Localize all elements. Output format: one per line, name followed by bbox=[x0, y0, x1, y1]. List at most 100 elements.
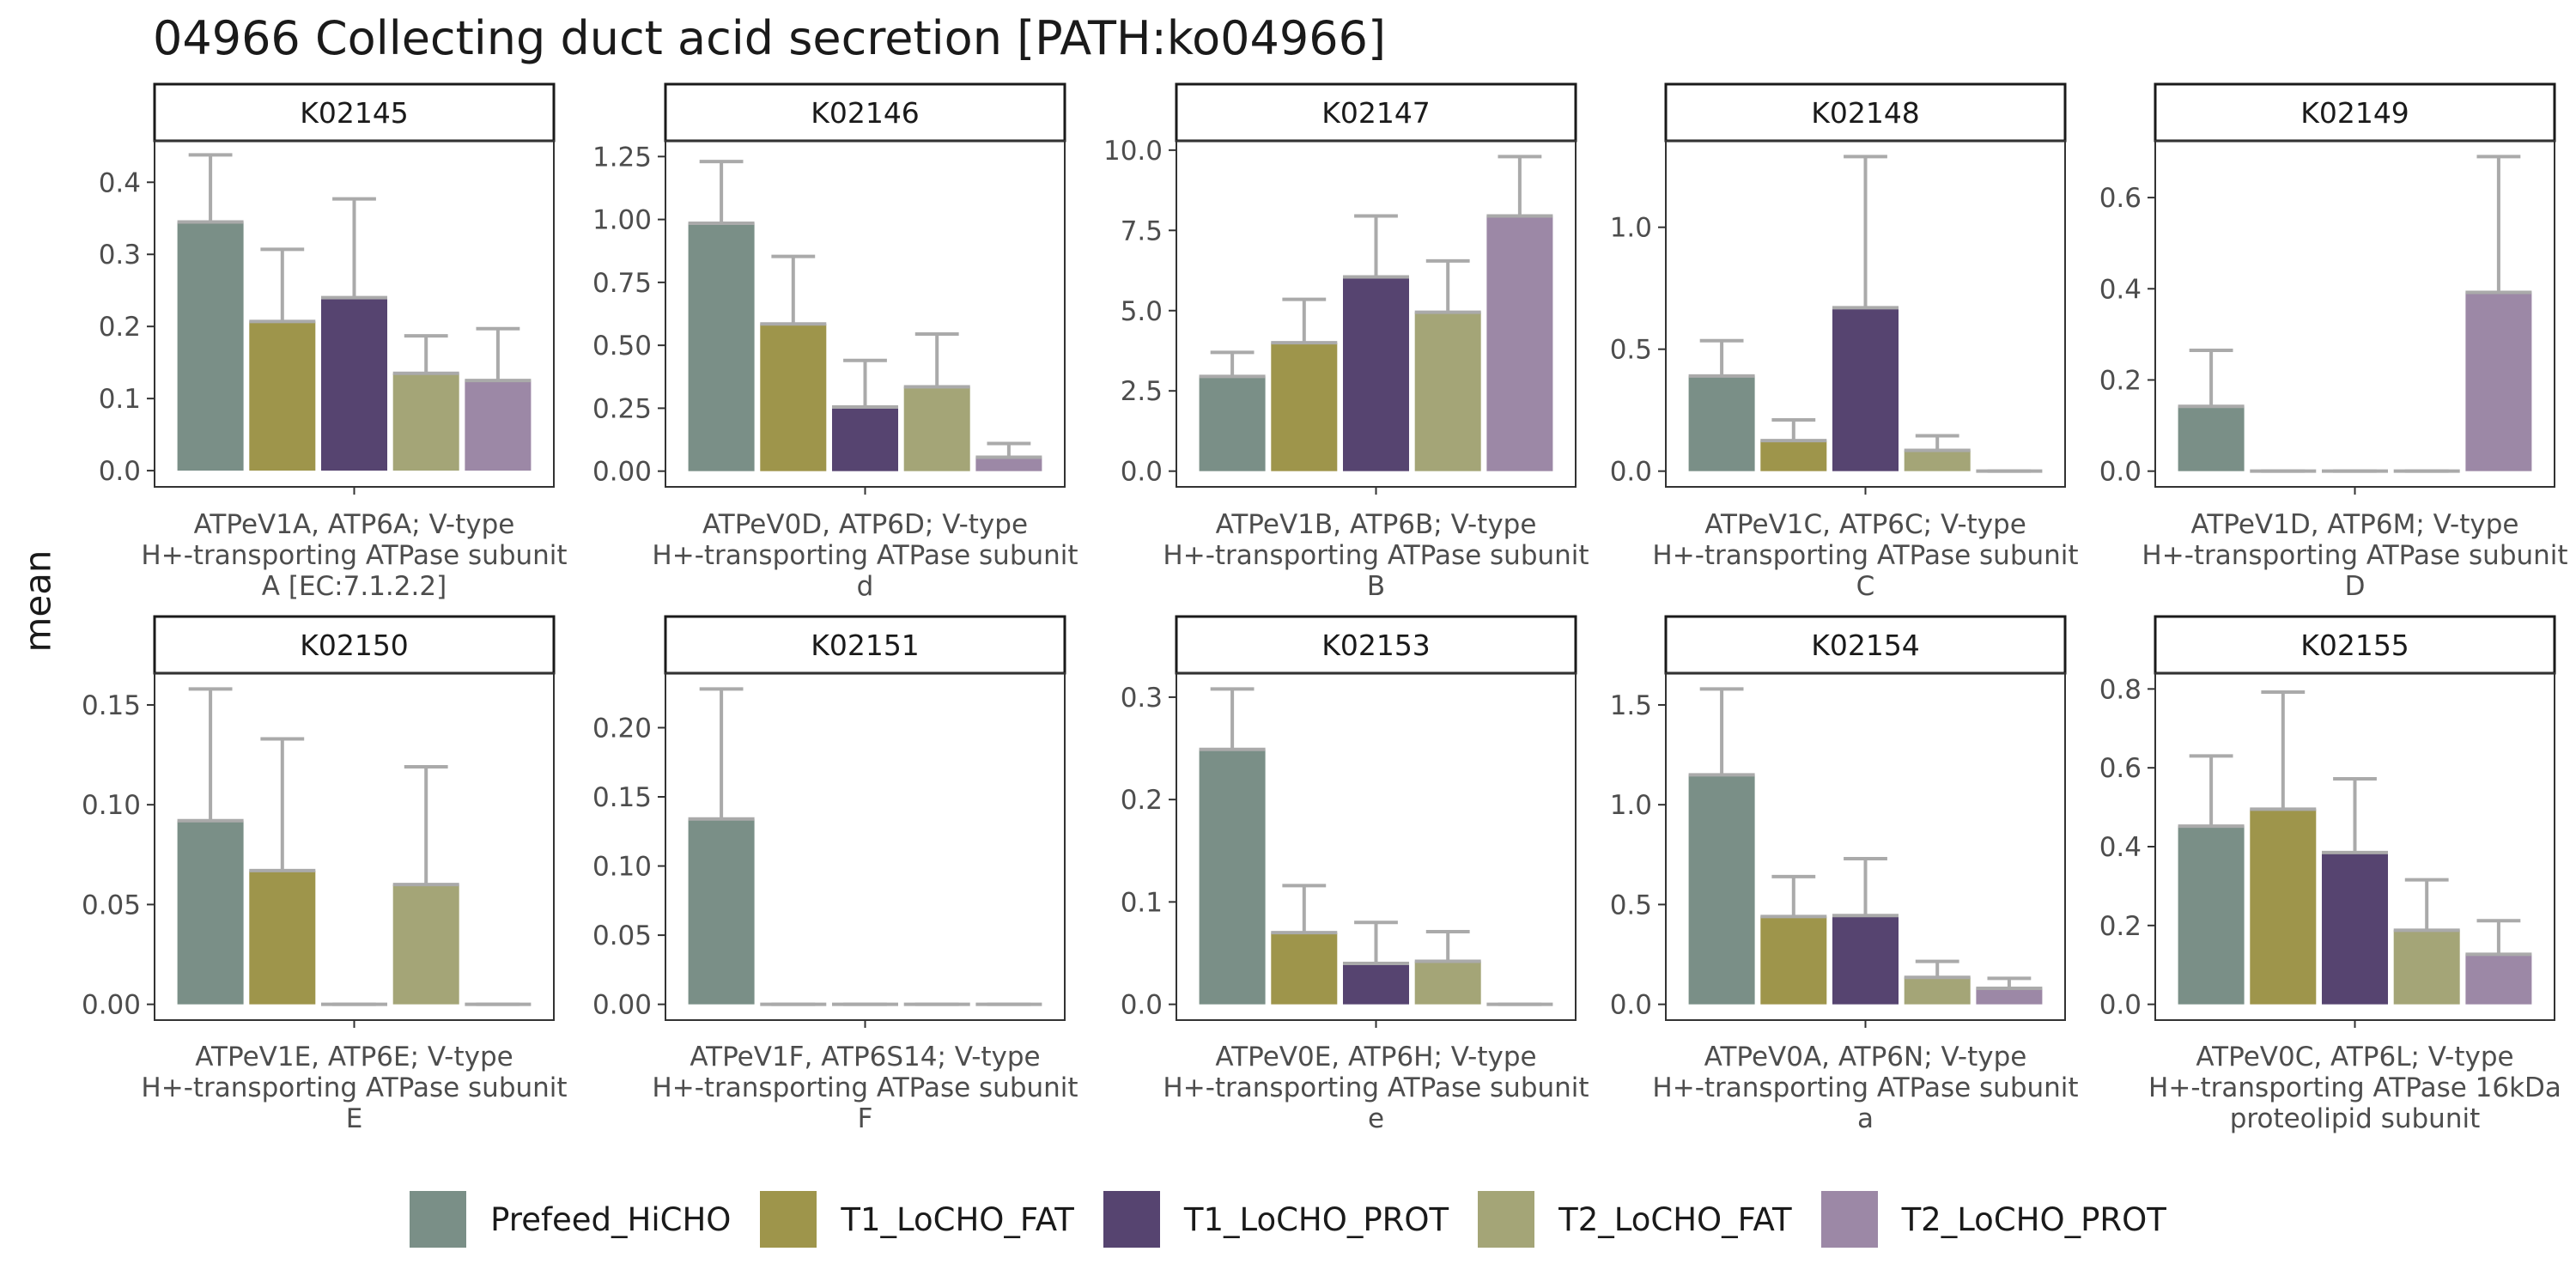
y-tick-label: 2.5 bbox=[1121, 376, 1163, 407]
facet-description-line: ATPeV1E, ATP6E; V-type bbox=[195, 1042, 513, 1072]
bar-T2_LoCHO_PROT bbox=[2465, 292, 2532, 471]
facet-description-line: ATPeV1F, ATP6S14; V-type bbox=[690, 1042, 1040, 1072]
legend-label: T1_LoCHO_FAT bbox=[841, 1200, 1074, 1238]
facet-description-line: ATPeV0A, ATP6N; V-type bbox=[1704, 1042, 2027, 1072]
bar-T2_LoCHO_FAT bbox=[392, 373, 459, 471]
y-tick-label: 1.25 bbox=[592, 142, 652, 173]
y-tick-label: 0.2 bbox=[2099, 365, 2142, 396]
y-tick-label: 0.00 bbox=[592, 990, 652, 1021]
facet-K02155: K02155 0.0 0.2 0.4 0.6 0.8 ATPeV0C, ATP6L; V-t… bbox=[2099, 615, 2561, 1134]
bar-T2_LoCHO_FAT bbox=[1904, 450, 1971, 471]
facet-description-line: a bbox=[1857, 1103, 1874, 1134]
y-tick-label: 0.6 bbox=[2099, 753, 2142, 784]
facet-K02154: K02154 0.0 0.5 1.0 1.5 ATPeV0A, ATP6N; V-type… bbox=[1610, 615, 2079, 1134]
bar-Prefeed_HiCHO bbox=[1199, 749, 1266, 1005]
y-tick-label: 0.50 bbox=[592, 331, 652, 361]
facet-description-line: H+-transporting ATPase subunit bbox=[1652, 1072, 2078, 1103]
legend-item: T2_LoCHO_PROT bbox=[1820, 1191, 2166, 1248]
facet-description-line: H+-transporting ATPase subunit bbox=[2142, 540, 2567, 571]
facet-description-line: H+-transporting ATPase subunit bbox=[1163, 1072, 1589, 1103]
facet-strip bbox=[1175, 82, 1577, 143]
facet-panels: K02145 0.0 0.1 0.2 0.3 0.4 ATPeV1A, ATP6A; V-t… bbox=[82, 82, 2568, 1134]
legend-key bbox=[760, 1191, 817, 1248]
facet-description-line: C bbox=[1856, 571, 1875, 602]
y-tick-label: 0.0 bbox=[2099, 990, 2142, 1021]
facet-description-line: proteolipid subunit bbox=[2230, 1103, 2481, 1134]
bar-T1_LoCHO_FAT bbox=[249, 321, 316, 471]
facet-description-line: F bbox=[858, 1103, 873, 1134]
bar-T2_LoCHO_FAT bbox=[903, 386, 970, 471]
facet-title: K02148 bbox=[1811, 96, 1920, 130]
facet-description-line: E bbox=[346, 1103, 363, 1134]
facet-description-line: ATPeV0D, ATP6D; V-type bbox=[702, 509, 1028, 540]
facet-strip bbox=[1664, 82, 2067, 143]
y-tick-label: 0.75 bbox=[592, 268, 652, 299]
facet-description-line: H+-transporting ATPase subunit bbox=[1163, 540, 1589, 571]
facet-K02150: K02150 0.00 0.05 0.10 0.15 ATPeV1E, ATP6E; V-… bbox=[82, 615, 568, 1134]
y-tick-label: 10.0 bbox=[1103, 136, 1163, 167]
y-tick-label: 0.0 bbox=[1121, 990, 1163, 1021]
facet-description-line: ATPeV1C, ATP6C; V-type bbox=[1704, 509, 2026, 540]
facet-title: K02153 bbox=[1321, 629, 1431, 662]
legend-label: T2_LoCHO_PROT bbox=[1901, 1200, 2166, 1238]
facet-K02146: K02146 0.00 0.25 0.50 0.75 1.00 1.25 ATPeV0D, A… bbox=[592, 82, 1078, 602]
bar-Prefeed_HiCHO bbox=[177, 820, 244, 1005]
facet-description-line: ATPeV0E, ATP6H; V-type bbox=[1215, 1042, 1536, 1072]
facet-title: K02154 bbox=[1811, 629, 1920, 662]
facet-strip bbox=[1664, 615, 2067, 675]
legend-key bbox=[1103, 1191, 1160, 1248]
facet-title: K02147 bbox=[1321, 96, 1431, 130]
legend-label: T2_LoCHO_FAT bbox=[1558, 1200, 1792, 1238]
bar-Prefeed_HiCHO bbox=[2178, 406, 2245, 471]
bar-Prefeed_HiCHO bbox=[1688, 775, 1755, 1005]
y-tick-label: 0.05 bbox=[592, 920, 652, 951]
y-tick-label: 0.1 bbox=[1121, 887, 1163, 918]
facet-strip bbox=[1175, 615, 1577, 675]
bar-T1_LoCHO_PROT bbox=[831, 406, 899, 471]
facet-title: K02149 bbox=[2300, 96, 2409, 130]
legend-item: Prefeed_HiCHO bbox=[410, 1191, 731, 1248]
y-tick-label: 0.5 bbox=[1610, 890, 1652, 920]
y-tick-label: 0.0 bbox=[1610, 457, 1652, 488]
facet-description-line: H+-transporting ATPase subunit bbox=[141, 1072, 567, 1103]
facet-description-line: H+-transporting ATPase subunit bbox=[652, 1072, 1078, 1103]
y-tick-label: 0.00 bbox=[592, 457, 652, 488]
legend-item: T1_LoCHO_PROT bbox=[1103, 1191, 1449, 1248]
legend-label: T1_LoCHO_PROT bbox=[1183, 1200, 1449, 1238]
facet-strip bbox=[2154, 615, 2556, 675]
facet-title: K02145 bbox=[300, 96, 409, 130]
bar-T1_LoCHO_FAT bbox=[1760, 440, 1827, 471]
y-tick-label: 0.2 bbox=[99, 312, 141, 343]
bar-T1_LoCHO_FAT bbox=[1760, 916, 1827, 1005]
y-tick-label: 0.2 bbox=[1121, 785, 1163, 816]
y-tick-label: 0.2 bbox=[2099, 911, 2142, 942]
bar-T1_LoCHO_PROT bbox=[1832, 915, 1899, 1005]
bar-T2_LoCHO_PROT bbox=[975, 457, 1042, 471]
legend-key bbox=[410, 1191, 467, 1248]
y-tick-label: 0.0 bbox=[1610, 990, 1652, 1021]
facet-title: K02150 bbox=[300, 629, 409, 662]
bar-T1_LoCHO_PROT bbox=[1342, 963, 1410, 1005]
facet-K02147: K02147 0.0 2.5 5.0 7.5 10.0 ATPeV1B, ATP6B; V-… bbox=[1103, 82, 1589, 602]
y-tick-label: 0.15 bbox=[592, 782, 652, 813]
bar-T2_LoCHO_FAT bbox=[2393, 930, 2460, 1005]
legend-key bbox=[1478, 1191, 1535, 1248]
facet-description-line: ATPeV1D, ATP6M; V-type bbox=[2191, 509, 2519, 540]
y-tick-label: 0.4 bbox=[99, 167, 141, 198]
bar-Prefeed_HiCHO bbox=[1688, 375, 1755, 471]
facet-strip bbox=[664, 82, 1066, 143]
y-tick-label: 0.15 bbox=[82, 690, 141, 721]
facet-description-line: ATPeV0C, ATP6L; V-type bbox=[2196, 1042, 2513, 1072]
y-tick-label: 0.4 bbox=[2099, 832, 2142, 863]
y-tick-label: 0.5 bbox=[1610, 335, 1652, 366]
bar-T1_LoCHO_FAT bbox=[249, 870, 316, 1005]
facet-K02153: K02153 0.0 0.1 0.2 0.3 ATPeV0E, ATP6H; V-type… bbox=[1121, 615, 1589, 1134]
facet-K02149: K02149 0.0 0.2 0.4 0.6 ATPeV1D, ATP6M; V-type… bbox=[2099, 82, 2568, 602]
facet-strip bbox=[153, 615, 556, 675]
facet-description-line: H+-transporting ATPase subunit bbox=[141, 540, 567, 571]
y-tick-label: 1.00 bbox=[592, 205, 652, 236]
y-tick-label: 0.00 bbox=[82, 990, 141, 1021]
facet-description-line: D bbox=[2345, 571, 2366, 602]
y-tick-label: 0.0 bbox=[1121, 457, 1163, 488]
facet-title: K02155 bbox=[2300, 629, 2409, 662]
